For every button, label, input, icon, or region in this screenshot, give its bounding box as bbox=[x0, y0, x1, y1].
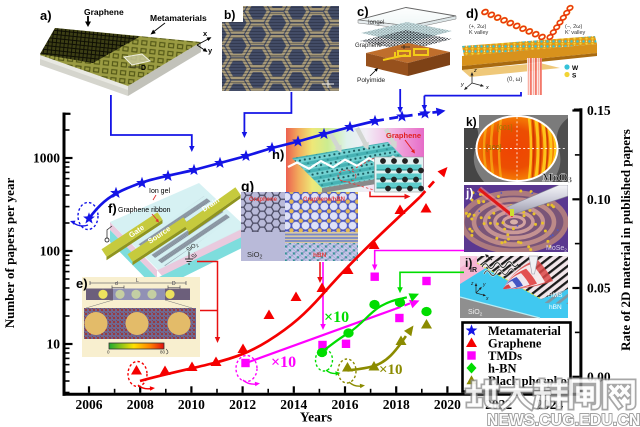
svg-text:(−, 2ω): (−, 2ω) bbox=[565, 24, 582, 30]
svg-text:(+, 2ω): (+, 2ω) bbox=[469, 24, 486, 30]
svg-text:Graphene: Graphene bbox=[249, 197, 278, 203]
svg-text:2016: 2016 bbox=[332, 397, 359, 412]
svg-text:HMS: HMS bbox=[548, 292, 563, 299]
svg-text:c): c) bbox=[357, 4, 369, 19]
svg-text:0.05: 0.05 bbox=[587, 281, 611, 296]
svg-text:10: 10 bbox=[47, 337, 61, 352]
svg-text:x: x bbox=[203, 29, 208, 38]
svg-text:80: 80 bbox=[160, 350, 166, 355]
svg-text:x: x bbox=[485, 296, 489, 302]
svg-text:NEWS.CUG.EDU.CN: NEWS.CUG.EDU.CN bbox=[487, 412, 640, 427]
svg-text:2018: 2018 bbox=[383, 397, 410, 412]
svg-text:g): g) bbox=[241, 178, 254, 194]
svg-text:Iongel: Iongel bbox=[368, 20, 384, 26]
svg-text:y: y bbox=[208, 46, 213, 55]
svg-text:D: D bbox=[172, 281, 176, 287]
svg-text:hBN: hBN bbox=[313, 252, 327, 259]
svg-text:i): i) bbox=[465, 256, 472, 270]
svg-text:×10: ×10 bbox=[271, 354, 296, 371]
svg-text:a): a) bbox=[40, 8, 52, 23]
svg-text:Graphene: Graphene bbox=[386, 131, 421, 140]
svg-text:2006: 2006 bbox=[76, 397, 103, 412]
svg-text:d: d bbox=[115, 281, 118, 287]
svg-text:2010: 2010 bbox=[178, 397, 205, 412]
svg-text:Graphene: Graphene bbox=[355, 43, 382, 49]
svg-text:0.10: 0.10 bbox=[587, 192, 611, 207]
svg-text:[100]: [100] bbox=[486, 145, 502, 152]
svg-text:Graphene ribbon: Graphene ribbon bbox=[118, 207, 171, 214]
svg-text:TMDs: TMDs bbox=[488, 349, 522, 363]
svg-text:Metamaterials: Metamaterials bbox=[150, 13, 207, 23]
svg-text:h): h) bbox=[272, 147, 284, 162]
svg-text:Graphene/hBN: Graphene/hBN bbox=[303, 197, 345, 203]
svg-text:k): k) bbox=[466, 115, 477, 129]
svg-text:Number of papers per year: Number of papers per year bbox=[2, 178, 17, 329]
svg-text:x: x bbox=[485, 85, 489, 91]
svg-text:×10: ×10 bbox=[324, 309, 349, 326]
svg-text:100: 100 bbox=[40, 244, 61, 259]
svg-text:1000: 1000 bbox=[33, 151, 60, 166]
svg-text:SiO2: SiO2 bbox=[468, 309, 483, 318]
svg-text:D: D bbox=[141, 65, 146, 72]
svg-text:y: y bbox=[482, 282, 486, 288]
svg-text:(0, ω): (0, ω) bbox=[507, 77, 522, 83]
svg-text:SiO2: SiO2 bbox=[247, 250, 263, 261]
svg-text:z: z bbox=[470, 281, 474, 287]
svg-text:Polyimide: Polyimide bbox=[357, 77, 386, 84]
svg-text:h-BN: h-BN bbox=[488, 362, 516, 376]
svg-text:Graphene: Graphene bbox=[84, 7, 124, 17]
svg-text:S: S bbox=[572, 73, 577, 80]
svg-text:0: 0 bbox=[107, 350, 110, 355]
svg-text:e): e) bbox=[76, 276, 88, 291]
svg-text:L: L bbox=[136, 278, 139, 284]
svg-text:Ion gel: Ion gel bbox=[149, 188, 170, 195]
svg-text:0.15: 0.15 bbox=[587, 103, 611, 118]
svg-text:y: y bbox=[460, 82, 465, 88]
svg-text:Rate of 2D material in publish: Rate of 2D material in published papers bbox=[618, 129, 633, 351]
svg-text:Graphene: Graphene bbox=[488, 337, 542, 351]
svg-text:2012: 2012 bbox=[229, 397, 256, 412]
svg-text:MoO3: MoO3 bbox=[542, 172, 573, 185]
svg-text:×10: ×10 bbox=[379, 362, 403, 378]
svg-text:2008: 2008 bbox=[127, 397, 154, 412]
svg-text:[001]: [001] bbox=[497, 125, 513, 132]
svg-text:Si: Si bbox=[191, 253, 199, 261]
svg-text:z: z bbox=[473, 68, 477, 74]
svg-text:K′ valley: K′ valley bbox=[565, 30, 586, 36]
svg-text:d): d) bbox=[466, 6, 478, 21]
svg-text:Metamaterial: Metamaterial bbox=[488, 324, 561, 338]
svg-text:hBN: hBN bbox=[549, 304, 562, 311]
svg-text:b): b) bbox=[224, 8, 235, 22]
svg-text:j): j) bbox=[465, 186, 473, 200]
svg-text:Years: Years bbox=[300, 410, 332, 425]
svg-text:f): f) bbox=[108, 201, 117, 216]
svg-text:K valley: K valley bbox=[469, 30, 489, 36]
svg-text:2020: 2020 bbox=[434, 397, 461, 412]
svg-text:MoSe2: MoSe2 bbox=[546, 245, 567, 254]
svg-text:IR: IR bbox=[470, 267, 477, 274]
svg-text:2014: 2014 bbox=[280, 397, 307, 412]
svg-text:W: W bbox=[572, 65, 579, 72]
